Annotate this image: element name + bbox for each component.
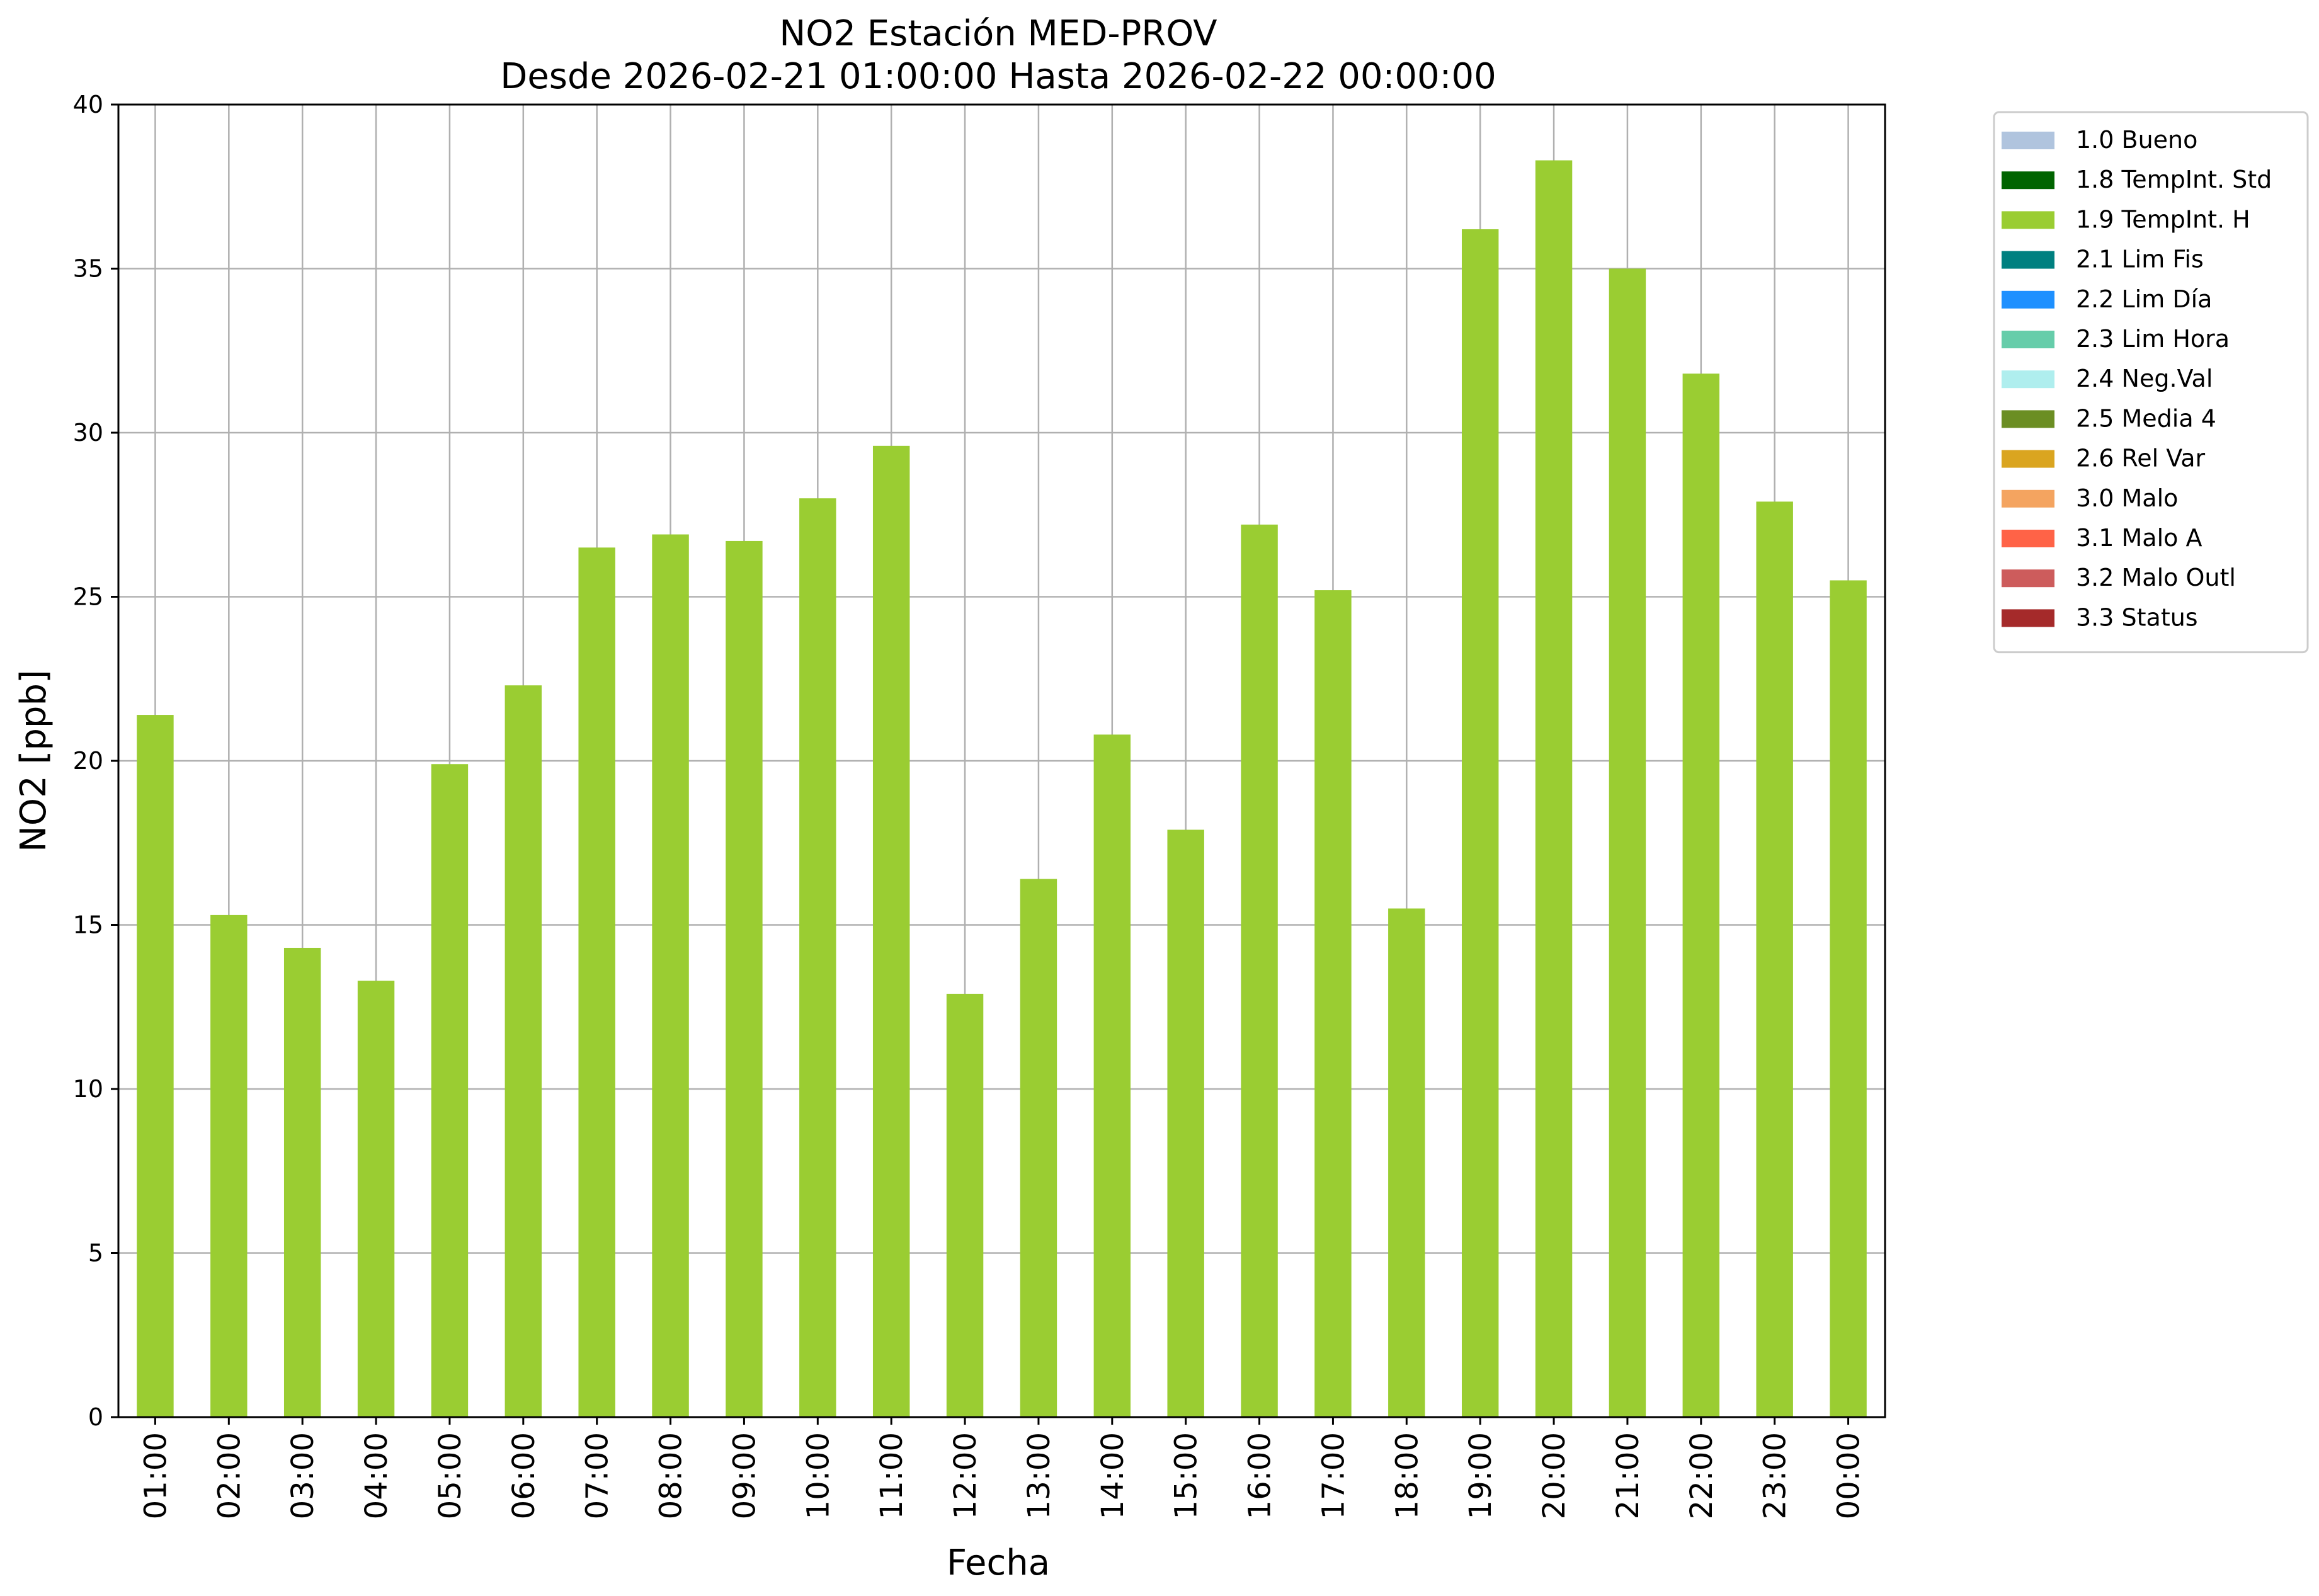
x-tick-label: 15:00	[1169, 1432, 1204, 1519]
legend-swatch	[2002, 450, 2054, 468]
chart-title: NO2 Estación MED-PROV	[779, 13, 1217, 54]
y-tick-label: 15	[73, 911, 103, 939]
y-tick-label: 40	[73, 91, 103, 118]
bar-0900	[726, 540, 763, 1418]
y-tick-label: 30	[73, 419, 103, 447]
bar-0700	[578, 547, 615, 1417]
x-tick-label: 08:00	[654, 1432, 689, 1519]
x-tick-label: 12:00	[948, 1432, 983, 1519]
y-tick-label: 10	[73, 1075, 103, 1103]
legend-swatch	[2002, 569, 2054, 588]
bar-1700	[1314, 590, 1352, 1417]
legend-label: 3.0 Malo	[2076, 484, 2178, 512]
x-tick-label: 19:00	[1463, 1432, 1498, 1519]
bar-0000	[1830, 580, 1867, 1418]
y-tick-label: 20	[73, 747, 103, 775]
bar-1500	[1167, 829, 1204, 1417]
y-tick-label: 0	[88, 1403, 103, 1431]
bar-1800	[1388, 908, 1425, 1417]
bar-0300	[283, 947, 321, 1417]
legend-swatch	[2002, 171, 2054, 190]
legend-label: 1.9 TempInt. H	[2076, 205, 2250, 233]
x-tick-label: 10:00	[801, 1432, 836, 1519]
legend-label: 2.1 Lim Fis	[2076, 246, 2204, 273]
y-axis-label: NO2 [ppb]	[13, 670, 54, 852]
bar-0500	[431, 764, 469, 1417]
legend-label: 3.1 Malo A	[2076, 524, 2202, 552]
bars-group	[137, 160, 1867, 1418]
x-tick-label: 11:00	[874, 1432, 909, 1519]
x-tick-label: 04:00	[359, 1432, 394, 1519]
y-tick-label: 25	[73, 583, 103, 611]
x-tick-label: 16:00	[1243, 1432, 1278, 1519]
x-tick-label: 00:00	[1832, 1432, 1867, 1519]
legend-label: 3.3 Status	[2076, 603, 2198, 631]
x-tick-label: 22:00	[1684, 1432, 1719, 1519]
legend-label: 2.6 Rel Var	[2076, 445, 2206, 472]
x-tick-label: 02:00	[212, 1432, 247, 1519]
x-tick-label: 13:00	[1022, 1432, 1057, 1519]
legend-label: 2.2 Lim Día	[2076, 285, 2212, 313]
x-tick-label: 21:00	[1610, 1432, 1646, 1519]
bar-1400	[1093, 734, 1131, 1417]
x-tick-label: 07:00	[580, 1432, 615, 1519]
legend-swatch	[2002, 530, 2054, 547]
legend-swatch	[2002, 370, 2054, 389]
legend-swatch	[2002, 331, 2054, 348]
legend-swatch	[2002, 251, 2054, 269]
x-tick-label: 05:00	[433, 1432, 468, 1519]
x-tick-label: 20:00	[1537, 1432, 1572, 1519]
bar-0100	[137, 715, 174, 1417]
legend-swatch	[2002, 132, 2054, 149]
chart-subtitle: Desde 2026-02-21 01:00:00 Hasta 2026-02-…	[500, 56, 1496, 97]
x-axis-ticks: 01:00 02:00 03:00 04:00 05:00 06:00 07:00 08:00…	[138, 1417, 1867, 1519]
legend-swatch	[2002, 290, 2054, 309]
bar-2000	[1535, 160, 1573, 1417]
x-tick-label: 03:00	[285, 1432, 321, 1519]
y-axis-ticks: 0 5 10 15 20 25 30 35 40	[73, 91, 118, 1431]
legend-swatch	[2002, 489, 2054, 508]
bar-2200	[1682, 373, 1720, 1417]
x-tick-label: 23:00	[1758, 1432, 1793, 1519]
legend-swatch	[2002, 609, 2054, 627]
x-axis-label: Fecha	[947, 1542, 1050, 1583]
y-tick-label: 5	[88, 1240, 103, 1267]
legend-label: 2.4 Neg.Val	[2076, 365, 2213, 392]
legend-swatch	[2002, 211, 2054, 229]
legend-label: 3.2 Malo Outl	[2076, 564, 2236, 591]
bar-1300	[1020, 879, 1057, 1417]
bar-0600	[504, 685, 542, 1417]
bar-1900	[1461, 229, 1499, 1418]
legend: 1.0 Bueno 1.8 TempInt. Std 1.9 TempInt. H 2…	[1993, 111, 2309, 654]
x-tick-label: 01:00	[138, 1432, 173, 1519]
bar-1600	[1241, 524, 1278, 1417]
bar-1000	[799, 498, 836, 1418]
x-tick-label: 06:00	[506, 1432, 542, 1519]
x-tick-label: 17:00	[1316, 1432, 1351, 1519]
x-tick-label: 14:00	[1095, 1432, 1131, 1519]
legend-swatch	[2002, 410, 2054, 428]
bar-1200	[946, 993, 984, 1417]
y-tick-label: 35	[73, 255, 103, 283]
bar-0200	[210, 915, 248, 1417]
bar-0400	[357, 981, 395, 1417]
bar-2300	[1756, 501, 1793, 1418]
bar-2100	[1609, 268, 1646, 1417]
legend-box	[1993, 111, 2309, 654]
bar-0800	[652, 534, 689, 1417]
legend-label: 2.5 Media 4	[2076, 404, 2216, 432]
legend-label: 2.3 Lim Hora	[2076, 325, 2230, 353]
x-tick-label: 18:00	[1389, 1432, 1425, 1519]
legend-label: 1.0 Bueno	[2076, 126, 2197, 154]
x-tick-label: 09:00	[727, 1432, 762, 1519]
legend-label: 1.8 TempInt. Std	[2076, 166, 2272, 193]
bar-1100	[872, 445, 910, 1417]
